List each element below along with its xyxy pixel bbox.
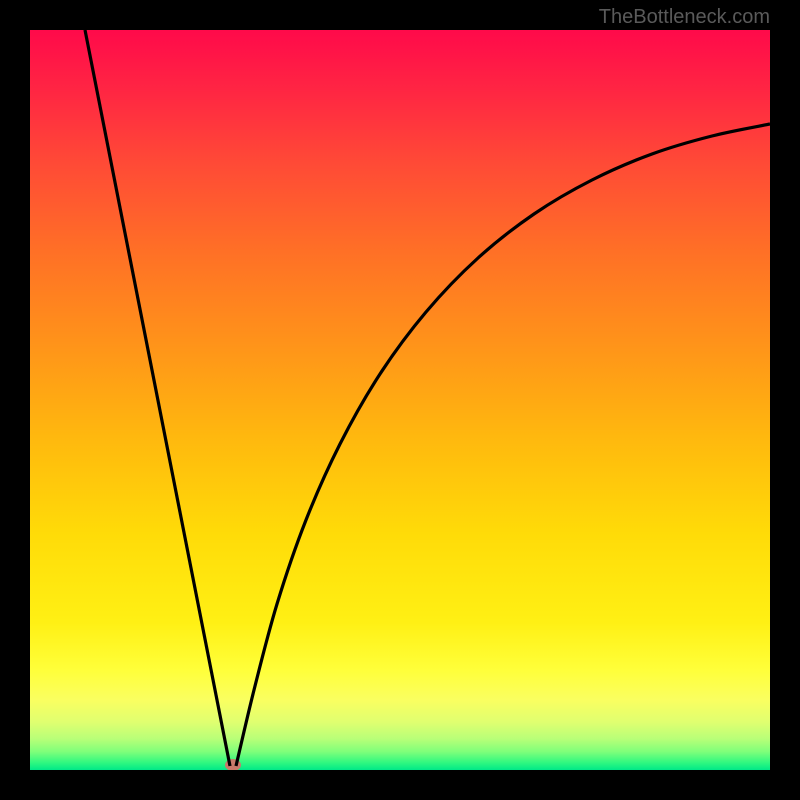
bottleneck-chart bbox=[0, 0, 800, 800]
gradient-background bbox=[30, 30, 770, 770]
chart-frame: TheBottleneck.com bbox=[0, 0, 800, 800]
watermark-text: TheBottleneck.com bbox=[599, 6, 770, 29]
